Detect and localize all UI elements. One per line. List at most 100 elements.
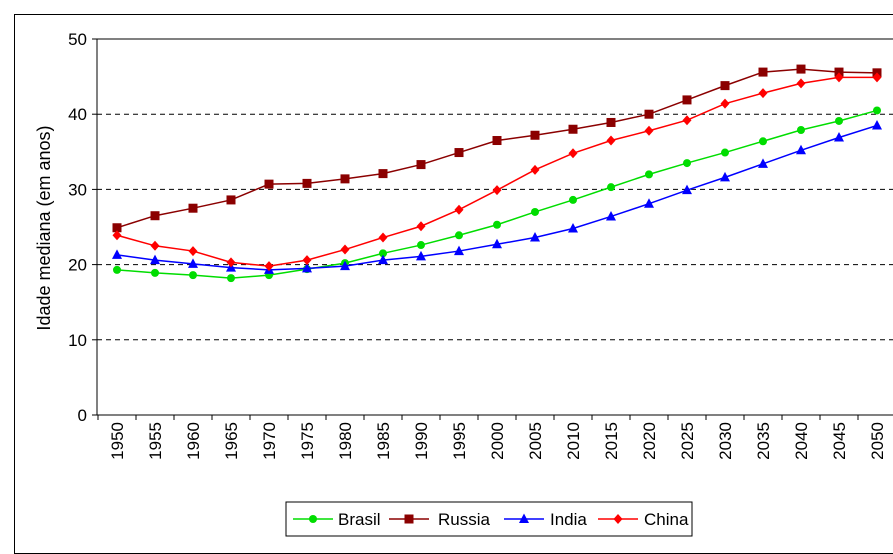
x-tick-label: 1965: [222, 422, 241, 460]
point-brasil-1955: [151, 268, 159, 277]
point-china-2035: [758, 88, 768, 99]
point-russia-1995: [454, 148, 464, 158]
point-russia-2020: [644, 109, 654, 119]
x-tick-label: 2035: [754, 422, 773, 460]
legend-label-china: China: [644, 510, 689, 529]
x-tick-label: 2005: [526, 422, 545, 460]
x-tick-label: 2045: [830, 422, 849, 460]
series-russia: [112, 64, 882, 233]
x-tick-label: 1955: [146, 422, 165, 460]
point-russia-1965: [226, 195, 236, 205]
legend-marker-india: [519, 513, 529, 523]
point-china-2020: [644, 125, 654, 136]
point-brasil-1985: [379, 249, 387, 258]
point-india-1950: [112, 249, 122, 259]
point-russia-1985: [378, 169, 388, 179]
point-china-2025: [682, 115, 692, 126]
point-china-1965: [226, 257, 236, 268]
point-russia-2005: [530, 130, 540, 140]
x-tick-label: 2050: [868, 422, 887, 460]
x-tick-label: 2020: [640, 422, 659, 460]
point-china-1995: [454, 204, 464, 215]
series-china: [112, 72, 882, 272]
point-china-1975: [302, 255, 312, 266]
x-tick-label: 2015: [602, 422, 621, 460]
point-india-1995: [454, 245, 464, 256]
legend-marker-brasil: [309, 515, 317, 523]
point-india-1990: [416, 250, 426, 261]
point-russia-2025: [682, 95, 692, 105]
point-india-2005: [530, 232, 540, 242]
point-china-1955: [150, 240, 160, 251]
point-brasil-2010: [569, 195, 577, 204]
point-china-2015: [606, 135, 616, 146]
point-china-1985: [378, 232, 388, 243]
point-india-1985: [378, 254, 388, 265]
series-group: [112, 64, 882, 283]
point-india-2050: [872, 119, 882, 130]
point-russia-2010: [568, 124, 578, 134]
point-brasil-1960: [189, 271, 197, 280]
point-brasil-2035: [759, 137, 767, 146]
point-china-2045: [834, 72, 844, 83]
point-brasil-2000: [493, 220, 501, 229]
x-tick-label: 1980: [336, 422, 355, 460]
point-russia-1960: [188, 203, 198, 213]
point-china-2005: [530, 164, 540, 175]
point-brasil-1950: [113, 265, 121, 274]
point-brasil-2030: [721, 148, 729, 157]
x-tick-label: 2010: [564, 422, 583, 460]
point-china-1970: [264, 261, 274, 272]
point-russia-1950: [112, 223, 122, 233]
point-russia-1975: [302, 178, 312, 188]
point-india-1975: [302, 262, 312, 273]
point-china-2050: [872, 72, 882, 83]
legend-marker-russia: [404, 514, 414, 524]
y-tick-label: 50: [68, 30, 87, 49]
y-tick-label: 20: [68, 256, 87, 275]
point-india-1960: [188, 258, 198, 268]
point-russia-2000: [492, 136, 502, 146]
point-russia-2030: [720, 81, 730, 91]
point-china-1950: [112, 230, 122, 241]
point-china-2010: [568, 148, 578, 159]
point-brasil-1965: [227, 274, 235, 283]
y-axis-label: Idade mediana (em anos): [34, 125, 54, 330]
point-china-1980: [340, 244, 350, 255]
point-india-1955: [150, 254, 160, 265]
point-brasil-2040: [797, 125, 805, 134]
point-russia-2045: [834, 67, 844, 77]
point-india-2015: [606, 210, 616, 221]
point-russia-1970: [264, 179, 274, 189]
axes: [92, 38, 893, 420]
point-india-2010: [568, 223, 578, 233]
legend: Brasil Russia India China: [285, 501, 693, 537]
point-brasil-2005: [531, 207, 539, 216]
x-tick-label: 2025: [678, 422, 697, 460]
legend-entry-russia: Russia: [389, 510, 491, 529]
point-brasil-2025: [683, 159, 691, 168]
series-line-china: [116, 76, 877, 267]
x-tick-label: 1990: [412, 422, 431, 460]
legend-marker-china: [613, 514, 623, 524]
y-tick-label: 0: [78, 406, 87, 425]
point-brasil-1990: [417, 241, 425, 250]
x-tick-label: 1985: [374, 422, 393, 460]
x-tick-label: 1950: [108, 422, 127, 460]
y-tick-label: 10: [68, 331, 87, 350]
point-india-2020: [644, 198, 654, 208]
x-tick-label: 2040: [792, 422, 811, 460]
y-tick-label: 30: [68, 180, 87, 199]
legend-entry-china: China: [598, 510, 689, 529]
point-brasil-2050: [873, 106, 881, 115]
legend-label-brasil: Brasil: [338, 510, 381, 529]
point-india-1980: [340, 260, 350, 271]
legend-entry-india: India: [504, 510, 587, 529]
point-russia-2015: [606, 117, 616, 127]
point-india-2000: [492, 238, 502, 249]
point-india-2045: [834, 132, 844, 142]
point-china-2000: [492, 185, 502, 196]
point-brasil-2045: [835, 116, 843, 125]
point-russia-1990: [416, 160, 426, 170]
